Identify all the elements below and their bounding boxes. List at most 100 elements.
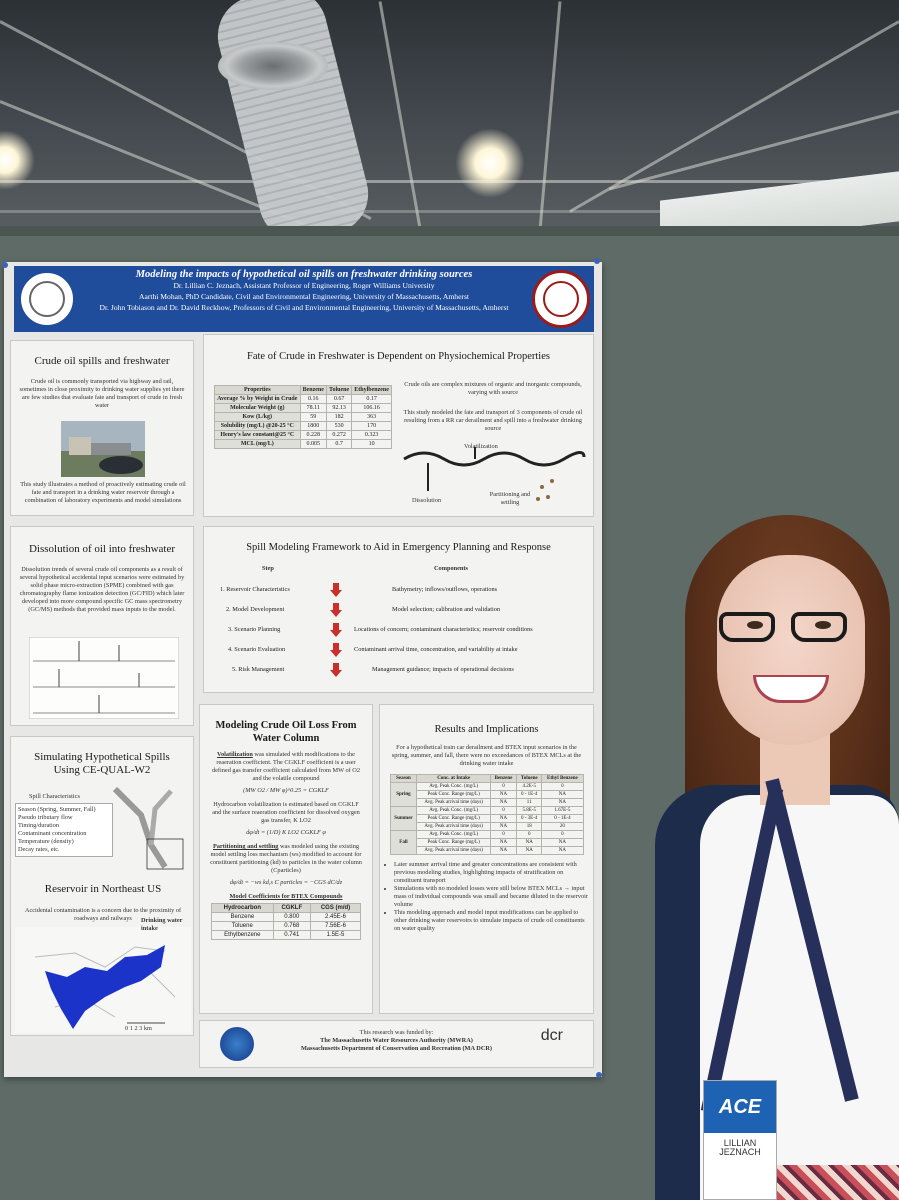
list-item: Timing/duration (18, 822, 60, 829)
ceiling-truss (537, 1, 562, 240)
table-cell: 0.228 (299, 430, 327, 440)
spill-list-title: Spill Characteristics (29, 793, 80, 800)
table-header: Ethylbenzene (351, 385, 392, 395)
funding-line: The Massachusetts Water Resources Author… (320, 1037, 473, 1044)
equation: dφ/dt = (1/D) K LO2 CGKLF φ (246, 829, 326, 836)
down-arrow-icon (330, 663, 342, 677)
research-poster: Modeling the impacts of hypothetical oil… (4, 262, 602, 1077)
panel-title: Reservoir in Northeast US (44, 883, 162, 895)
list-item: Later summer arrival time and greater co… (394, 861, 589, 885)
air-duct (209, 0, 377, 240)
panel-title: Spill Modeling Framework to Aid in Emerg… (246, 542, 551, 553)
poster-header: Modeling the impacts of hypothetical oil… (14, 266, 594, 332)
panel-text: Accidental contamination is a concern du… (24, 907, 182, 922)
table-cell: 0 (516, 830, 543, 839)
table-cell: 106.16 (351, 403, 392, 413)
list-item: This modeling approach and model input m… (394, 909, 589, 933)
table-cell: NA (516, 838, 543, 847)
funding-line: Massachusetts Department of Conservation… (300, 1045, 493, 1052)
table-header: Benzene (299, 385, 327, 395)
table-cell: Peak Conc. Range (mg/L) (416, 814, 491, 823)
spill-characteristics-list: Season (Spring, Summer, Fall) Pseudo tri… (15, 803, 113, 857)
table-row: Avg. Peak arrival time (days) NA 11 NA (390, 798, 584, 807)
rwu-seal-logo (18, 270, 76, 328)
table-cell: NA (489, 822, 518, 831)
funding-line: This research was funded by: (359, 1029, 434, 1036)
table-cell: 0.272 (325, 430, 353, 440)
table-cell: 2.45E-6 (309, 912, 362, 922)
table-cell: Molecular Weight (g) (214, 403, 301, 413)
badge-first-name: LILLIAN (723, 1138, 757, 1148)
table-cell: 5.8E-5 (516, 806, 543, 815)
table-cell: 78.11 (299, 403, 327, 413)
framework-step: 1. Reservoir Characteristics Bathymetry;… (204, 583, 593, 601)
equation: (MW O2 / MW φ)^0.25 = CGKLF (243, 787, 329, 794)
ace-logo: ACE (704, 1081, 776, 1133)
rail-spill-photo (61, 421, 145, 477)
panel-text: This study illustrates a method of proac… (20, 481, 186, 504)
panel-text: Hydrocarbon volatilization is estimated … (212, 801, 360, 824)
table-cell: Avg. Peak arrival time (days) (416, 798, 491, 807)
panel-title: Modeling Crude Oil Loss From Water Colum… (215, 720, 357, 744)
panel-title: Simulating Hypothetical Spills Using CE-… (34, 751, 170, 776)
table-cell: Ethylbenzene (211, 930, 274, 940)
ceiling-truss (0, 180, 899, 183)
presenter-smile (753, 675, 829, 703)
table-row: Fall Avg. Peak Conc. (mg/L) 0 0 0 (389, 830, 584, 855)
panel-title: Results and Implications (434, 724, 539, 735)
table-cell: NA (489, 798, 518, 807)
umass-seal-logo (532, 270, 590, 328)
panel-title: Fate of Crude in Freshwater is Dependent… (247, 351, 550, 362)
table-header: Conc. at Intake (416, 774, 491, 783)
table-header: Toluene (325, 385, 353, 395)
table-cell: MCL (mg/L) (214, 439, 301, 449)
glasses-icon (719, 612, 775, 642)
season-cell: Summer (389, 806, 418, 831)
table-cell: Avg. Peak arrival time (days) (416, 846, 491, 855)
table-cell: 0.768 (272, 921, 311, 931)
table-cell: 0 - 1E-4 (541, 814, 584, 823)
step-label: 1. Reservoir Characteristics (220, 586, 290, 593)
table-cell: 0.7 (325, 439, 353, 449)
presenter: ACE LILLIAN JEZNACH (655, 515, 899, 1200)
list-item: Contaminant concentration (18, 830, 87, 837)
table-header: CGKLF (272, 903, 311, 913)
table-cell: Peak Conc. Range (mg/L) (416, 790, 491, 799)
table-row: Peak Conc. Range (mg/L) NA 0 - 3E-4 0 - … (390, 814, 584, 823)
step-header: Step (262, 565, 274, 572)
table-cell: 11 (516, 798, 543, 807)
season-cell: Fall (389, 830, 418, 855)
table-cell: Average % by Weight in Crude (214, 394, 301, 404)
table-cell: 1.67E-5 (541, 806, 584, 815)
table-cell: NA (541, 838, 584, 847)
table-cell: Kow (L/kg) (214, 412, 301, 422)
push-pin (2, 262, 8, 268)
table-cell: Peak Conc. Range (mg/L) (416, 838, 491, 847)
table-header: Properties (214, 385, 301, 395)
ceiling (0, 0, 899, 240)
ceiling-truss (378, 1, 427, 240)
table-cell: 530 (325, 421, 353, 431)
step-label: 2. Model Development (226, 606, 285, 613)
dissolution-panel: Dissolution of oil into freshwater Disso… (10, 526, 194, 726)
table-cell: 0.17 (351, 394, 392, 404)
intake-label: Drinking water intake (141, 917, 183, 932)
modeling-panel: Modeling Crude Oil Loss From Water Colum… (199, 704, 373, 1014)
table-cell: 1800 (299, 421, 327, 431)
step-component: Model selection; calibration and validat… (392, 606, 501, 613)
ceiling-truss (0, 210, 899, 213)
list-item: Decay rates, etc. (18, 846, 60, 853)
badge-last-name: JEZNACH (719, 1147, 761, 1157)
panel-text: Volatilization was simulated with modifi… (208, 751, 364, 783)
table-cell: 0 (489, 830, 518, 839)
list-item: Pseudo tributary flow (18, 814, 73, 821)
panel-text: Dissolution trends of several crude oil … (19, 566, 185, 613)
results-panel: Results and Implications For a hypotheti… (379, 704, 594, 1014)
table-cell: Avg. Peak arrival time (days) (416, 822, 491, 831)
table-header: Ethyl Benzene (541, 774, 584, 783)
coef-table-title: Model Coefficients for BTEX Compounds (229, 893, 343, 900)
table-cell: 0 - 3E-4 (516, 814, 543, 823)
author-line: Dr. Lillian C. Jeznach, Assistant Profes… (173, 281, 435, 290)
chromatogram-figure (29, 637, 179, 719)
table-row: Molecular Weight (g) 78.11 92.13 106.16 (214, 403, 392, 413)
